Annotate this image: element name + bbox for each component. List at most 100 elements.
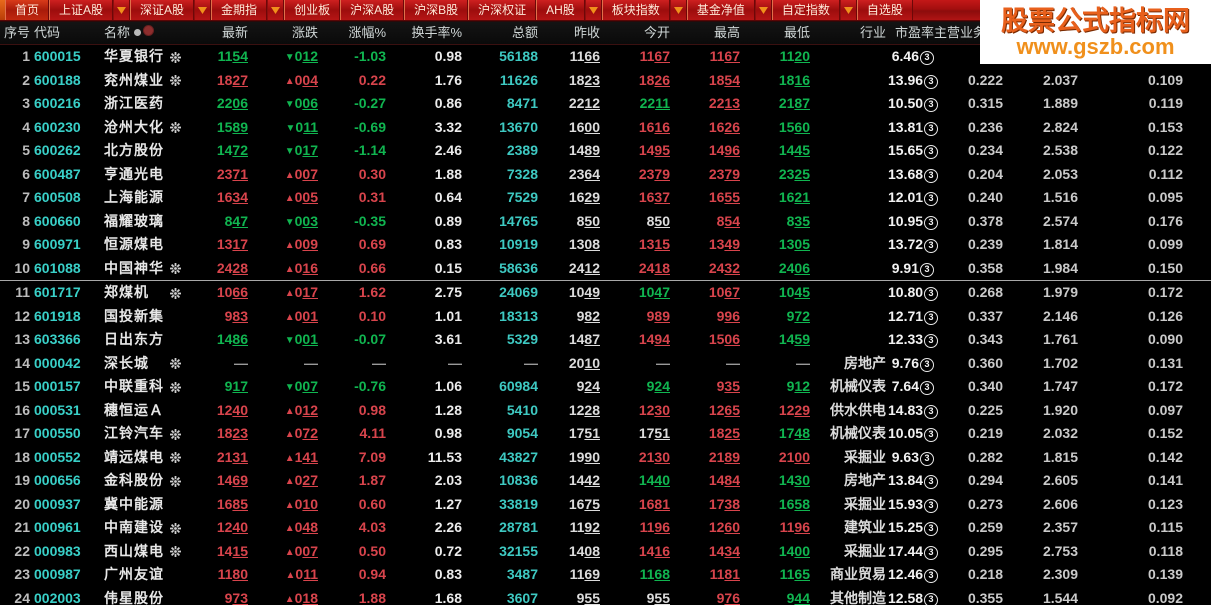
- cell-name: 日出东方: [104, 328, 186, 351]
- cell-turnover: 1.68: [410, 587, 462, 605]
- nav-tab-6[interactable]: 沪深B股: [404, 0, 468, 20]
- nav-dropdown-arrow-2[interactable]: [194, 0, 211, 20]
- stock-info-gear-icon[interactable]: [170, 45, 186, 68]
- cell-amount: 7529: [480, 186, 538, 209]
- stock-info-gear-icon[interactable]: [170, 352, 186, 375]
- nav-tab-label: AH股: [546, 1, 575, 20]
- nav-tab-12[interactable]: 自选股: [857, 0, 913, 20]
- stock-info-gear-icon[interactable]: [170, 375, 186, 398]
- sort-indicator-grey-dot-icon[interactable]: [134, 29, 141, 36]
- nav-tab-8[interactable]: AH股: [536, 0, 585, 20]
- nav-tab-10[interactable]: 基金净值: [687, 0, 755, 20]
- column-header-last[interactable]: 最新: [196, 22, 248, 43]
- cell-industry: [812, 328, 886, 351]
- nav-tab-0[interactable]: 首页: [5, 0, 49, 20]
- stock-info-gear-icon[interactable]: [170, 116, 186, 139]
- cell-low: —: [762, 352, 810, 375]
- column-header-amount[interactable]: 总额: [480, 22, 538, 43]
- pe-mode-3-icon: 3: [924, 569, 938, 583]
- cell-chg: ▲012: [262, 399, 318, 422]
- pe-mode-3-icon: 3: [924, 405, 938, 419]
- column-header-prevclose[interactable]: 昨收: [552, 22, 600, 43]
- sort-indicator-red-dot-icon[interactable]: [143, 25, 154, 36]
- cell-industry: 采掘业: [812, 446, 886, 469]
- column-header-name[interactable]: 名称: [104, 22, 204, 43]
- nav-tab-2[interactable]: 深证A股: [130, 0, 194, 20]
- cell-pct: 1.62: [336, 281, 386, 304]
- stock-info-gear-icon[interactable]: [170, 469, 186, 492]
- stock-info-gear-icon[interactable]: [170, 257, 186, 280]
- stock-info-gear-icon[interactable]: [170, 69, 186, 92]
- nav-tab-5[interactable]: 沪深A股: [340, 0, 404, 20]
- cell-f1: 0.259: [955, 516, 1003, 539]
- nav-tab-9[interactable]: 板块指数: [602, 0, 670, 20]
- nav-dropdown-arrow-10[interactable]: [755, 0, 772, 20]
- pe-mode-3-icon: 3: [924, 499, 938, 513]
- cell-chg: ▼003: [262, 210, 318, 233]
- column-header-pct[interactable]: 涨幅%: [336, 22, 386, 43]
- nav-tab-4[interactable]: 创业板: [284, 0, 340, 20]
- column-header-industry[interactable]: 行业: [812, 22, 886, 43]
- stock-info-gear-icon[interactable]: [170, 516, 186, 539]
- cell-turnover: 0.72: [410, 540, 462, 563]
- column-header-high[interactable]: 最高: [692, 22, 740, 43]
- nav-tab-11[interactable]: 自定指数: [772, 0, 840, 20]
- cell-code: 000157: [34, 375, 96, 398]
- nav-tab-1[interactable]: 上证A股: [49, 0, 113, 20]
- cell-low: 1658: [762, 493, 810, 516]
- cell-open: 924: [622, 375, 670, 398]
- nav-dropdown-arrow-3[interactable]: [267, 0, 284, 20]
- column-header-chg[interactable]: 涨跌: [262, 22, 318, 43]
- column-header-open[interactable]: 今开: [622, 22, 670, 43]
- cell-prevclose: 1049: [552, 281, 600, 304]
- arrow-up-icon: ▲: [285, 76, 295, 87]
- column-header-low[interactable]: 最低: [762, 22, 810, 43]
- cell-last: 917: [196, 375, 248, 398]
- nav-dropdown-arrow-9[interactable]: [670, 0, 687, 20]
- stock-info-gear-icon[interactable]: [170, 540, 186, 563]
- cell-code: 600262: [34, 139, 96, 162]
- stock-info-gear-icon[interactable]: [170, 422, 186, 445]
- column-header-idx[interactable]: 序号: [0, 22, 30, 43]
- nav-tab-7[interactable]: 沪深权证: [468, 0, 536, 20]
- stock-info-gear-icon[interactable]: [170, 446, 186, 469]
- column-header-code[interactable]: 代码: [34, 22, 96, 43]
- stock-info-gear-icon[interactable]: [170, 281, 186, 304]
- nav-dropdown-arrow-8[interactable]: [585, 0, 602, 20]
- cell-pct: 0.31: [336, 186, 386, 209]
- cell-industry: [812, 45, 886, 68]
- nav-dropdown-arrow-11[interactable]: [840, 0, 857, 20]
- cell-code: 601918: [34, 305, 96, 328]
- nav-tab-3[interactable]: 金期指: [211, 0, 267, 20]
- column-header-turnover[interactable]: 换手率%: [410, 22, 462, 43]
- cell-amount: 7328: [480, 163, 538, 186]
- column-header-pe[interactable]: 市盈率: [888, 22, 934, 43]
- nav-dropdown-arrow-1[interactable]: [113, 0, 130, 20]
- cell-last: 1317: [196, 233, 248, 256]
